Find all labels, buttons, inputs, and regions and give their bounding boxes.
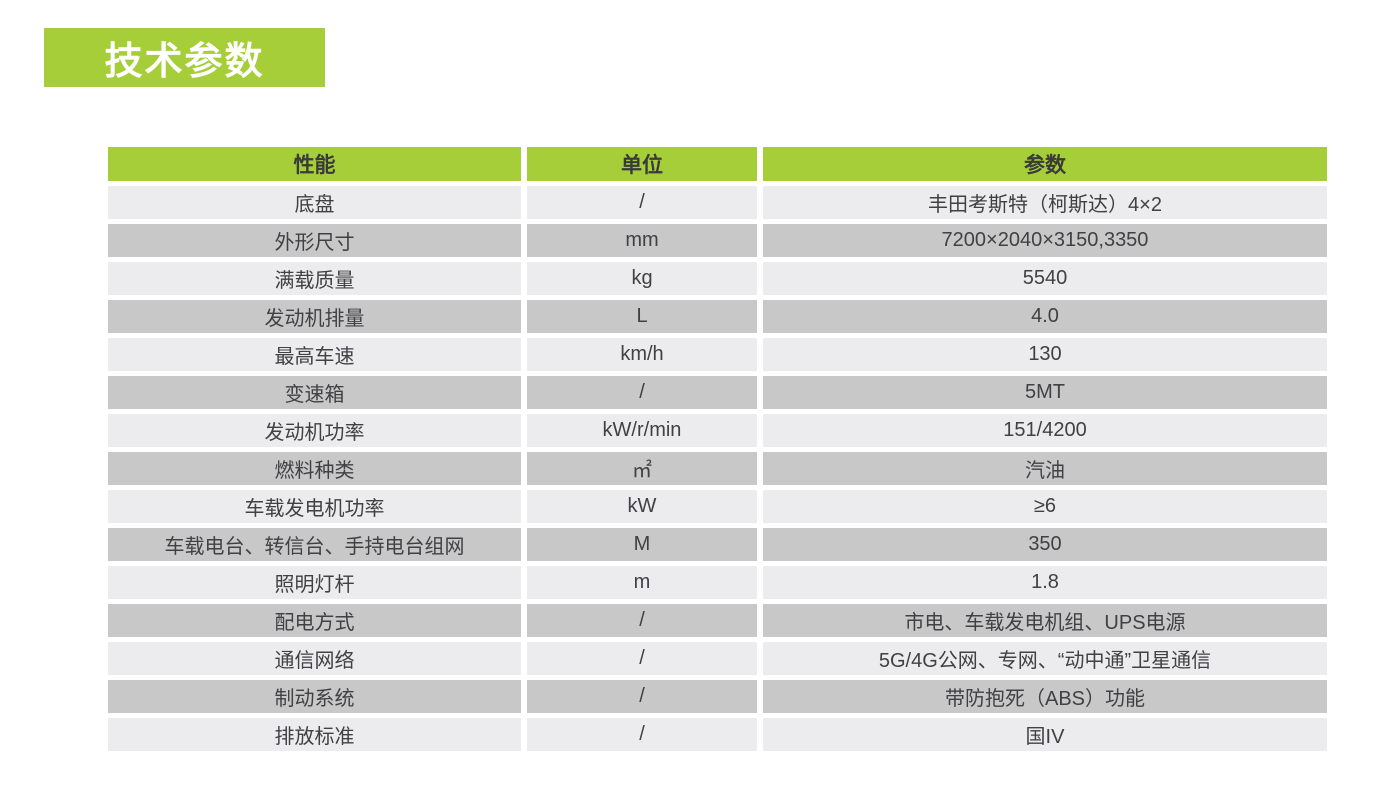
row-performance-label: 最高车速 bbox=[108, 338, 521, 371]
row-parameter-value: 7200×2040×3150,3350 bbox=[763, 224, 1327, 257]
row-parameter-value: 市电、车载发电机组、UPS电源 bbox=[763, 604, 1327, 637]
row-parameter-value: 151/4200 bbox=[763, 414, 1327, 447]
table-row: 发动机排量 L 4.0 bbox=[108, 300, 1327, 333]
column-header-parameter: 参数 bbox=[763, 147, 1327, 181]
column-header-performance: 性能 bbox=[108, 147, 521, 181]
table-header-row: 性能 单位 参数 bbox=[108, 147, 1327, 181]
row-performance-label: 发动机功率 bbox=[108, 414, 521, 447]
row-parameter-value: 1.8 bbox=[763, 566, 1327, 599]
table-row: 照明灯杆 m 1.8 bbox=[108, 566, 1327, 599]
row-unit-value: kW bbox=[527, 490, 757, 523]
row-unit-value: ㎡ bbox=[527, 452, 757, 485]
row-parameter-value: 5540 bbox=[763, 262, 1327, 295]
row-parameter-value: 丰田考斯特（柯斯达）4×2 bbox=[763, 186, 1327, 219]
table-row: 燃料种类 ㎡ 汽油 bbox=[108, 452, 1327, 485]
table-row: 底盘 / 丰田考斯特（柯斯达）4×2 bbox=[108, 186, 1327, 219]
row-unit-value: / bbox=[527, 718, 757, 751]
row-unit-value: / bbox=[527, 376, 757, 409]
row-performance-label: 排放标准 bbox=[108, 718, 521, 751]
row-parameter-value: 350 bbox=[763, 528, 1327, 561]
row-parameter-value: 5MT bbox=[763, 376, 1327, 409]
row-parameter-value: 130 bbox=[763, 338, 1327, 371]
row-unit-value: / bbox=[527, 680, 757, 713]
row-performance-label: 发动机排量 bbox=[108, 300, 521, 333]
table-row: 发动机功率 kW/r/min 151/4200 bbox=[108, 414, 1327, 447]
table-row: 排放标准 / 国IV bbox=[108, 718, 1327, 751]
table-row: 制动系统 / 带防抱死（ABS）功能 bbox=[108, 680, 1327, 713]
row-unit-value: kg bbox=[527, 262, 757, 295]
row-unit-value: mm bbox=[527, 224, 757, 257]
row-performance-label: 外形尺寸 bbox=[108, 224, 521, 257]
row-unit-value: L bbox=[527, 300, 757, 333]
row-performance-label: 变速箱 bbox=[108, 376, 521, 409]
row-parameter-value: 国IV bbox=[763, 718, 1327, 751]
table-row: 满载质量 kg 5540 bbox=[108, 262, 1327, 295]
section-title-badge: 技术参数 bbox=[44, 28, 325, 87]
column-header-unit: 单位 bbox=[527, 147, 757, 181]
row-performance-label: 通信网络 bbox=[108, 642, 521, 675]
table-row: 车载电台、转信台、手持电台组网 M 350 bbox=[108, 528, 1327, 561]
row-parameter-value: 5G/4G公网、专网、“动中通”卫星通信 bbox=[763, 642, 1327, 675]
row-unit-value: / bbox=[527, 604, 757, 637]
section-title: 技术参数 bbox=[104, 41, 265, 83]
table-row: 变速箱 / 5MT bbox=[108, 376, 1327, 409]
row-performance-label: 车载发电机功率 bbox=[108, 490, 521, 523]
table-row: 通信网络 / 5G/4G公网、专网、“动中通”卫星通信 bbox=[108, 642, 1327, 675]
row-parameter-value: 4.0 bbox=[763, 300, 1327, 333]
row-parameter-value: 带防抱死（ABS）功能 bbox=[763, 680, 1327, 713]
table-body: 底盘 / 丰田考斯特（柯斯达）4×2 外形尺寸 mm 7200×2040×315… bbox=[108, 186, 1327, 751]
table-row: 配电方式 / 市电、车载发电机组、UPS电源 bbox=[108, 604, 1327, 637]
row-parameter-value: ≥6 bbox=[763, 490, 1327, 523]
table-row: 车载发电机功率 kW ≥6 bbox=[108, 490, 1327, 523]
row-unit-value: / bbox=[527, 642, 757, 675]
row-performance-label: 照明灯杆 bbox=[108, 566, 521, 599]
row-unit-value: m bbox=[527, 566, 757, 599]
row-unit-value: / bbox=[527, 186, 757, 219]
row-parameter-value: 汽油 bbox=[763, 452, 1327, 485]
row-unit-value: km/h bbox=[527, 338, 757, 371]
row-unit-value: kW/r/min bbox=[527, 414, 757, 447]
row-performance-label: 底盘 bbox=[108, 186, 521, 219]
row-performance-label: 满载质量 bbox=[108, 262, 521, 295]
table-row: 最高车速 km/h 130 bbox=[108, 338, 1327, 371]
row-performance-label: 车载电台、转信台、手持电台组网 bbox=[108, 528, 521, 561]
row-performance-label: 燃料种类 bbox=[108, 452, 521, 485]
row-performance-label: 配电方式 bbox=[108, 604, 521, 637]
table-row: 外形尺寸 mm 7200×2040×3150,3350 bbox=[108, 224, 1327, 257]
row-performance-label: 制动系统 bbox=[108, 680, 521, 713]
spec-table: 性能 单位 参数 底盘 / 丰田考斯特（柯斯达）4×2 外形尺寸 mm 7200… bbox=[108, 147, 1327, 756]
row-unit-value: M bbox=[527, 528, 757, 561]
